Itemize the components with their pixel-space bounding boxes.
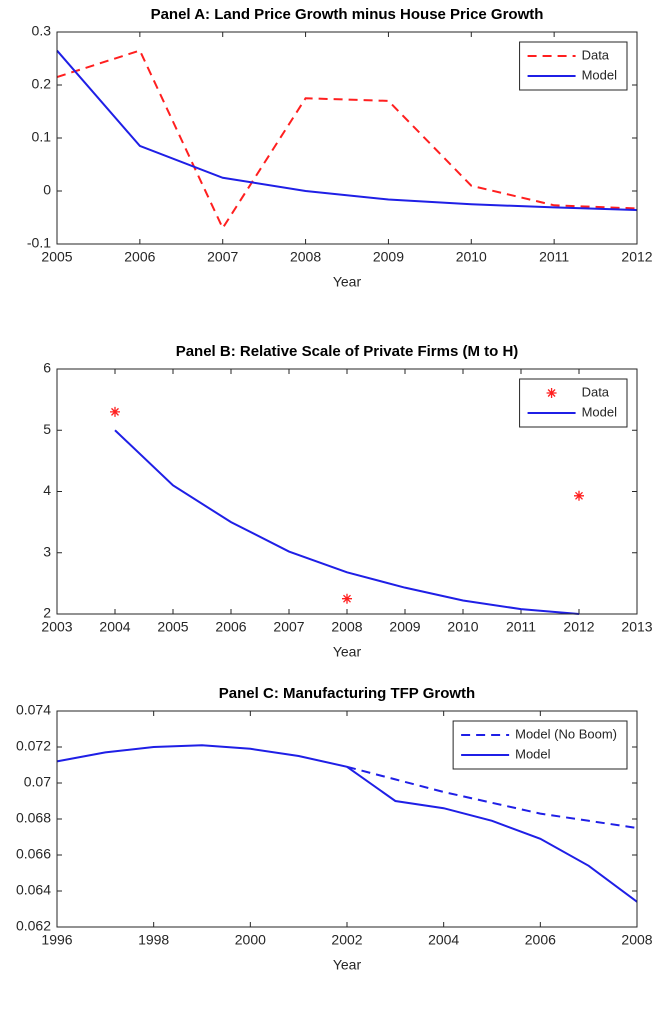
x-tick-label: 2011 (539, 249, 569, 265)
legend: Model (No Boom) Model (452, 720, 628, 770)
series-line (56, 744, 638, 903)
y-tick-label: 0 (43, 182, 51, 198)
y-tick-label: 0.1 (32, 129, 52, 145)
data-point (110, 406, 120, 417)
legend: Data Model (519, 41, 628, 91)
x-tick-label: 2005 (157, 619, 188, 635)
chart-title: Panel A: Land Price Growth minus House P… (151, 6, 544, 23)
x-tick-label: 2007 (207, 249, 238, 265)
y-tick-label: 0.2 (32, 76, 52, 92)
legend-label: Model (515, 746, 551, 761)
x-tick-label: 2004 (428, 932, 459, 948)
y-tick-label: 0.072 (16, 738, 51, 754)
legend-box (452, 720, 628, 770)
x-tick-label: 2004 (99, 619, 130, 635)
x-tick-label: 1996 (41, 932, 72, 948)
x-tick-label: 2009 (389, 619, 420, 635)
y-tick-label: -0.1 (27, 235, 51, 251)
x-tick-label: 2008 (331, 619, 362, 635)
y-tick-label: 0.07 (24, 774, 51, 790)
x-tick-label: 2006 (124, 249, 155, 265)
legend-label: Data (582, 384, 610, 399)
legend-box (519, 378, 628, 428)
axes-box (56, 710, 638, 928)
y-tick-label: 3 (43, 543, 51, 559)
legend-label: Data (582, 47, 610, 62)
x-tick-label: 2012 (563, 619, 594, 635)
y-tick-label: 0.3 (32, 23, 52, 39)
y-tick-label: 2 (43, 605, 51, 621)
x-tick-label: 2008 (621, 932, 652, 948)
x-tick-label: 2000 (235, 932, 266, 948)
series-line (114, 429, 580, 615)
x-tick-label: 2012 (621, 249, 652, 265)
legend-box (519, 41, 628, 91)
x-tick-label: 2011 (506, 619, 536, 635)
series-line (56, 49, 638, 231)
x-tick-label: 2002 (331, 932, 362, 948)
y-tick-label: 0.064 (16, 882, 51, 898)
legend-label: Model (582, 67, 618, 82)
x-tick-label: 2006 (215, 619, 246, 635)
y-tick-label: 5 (43, 421, 51, 437)
y-tick-label: 0.068 (16, 810, 51, 826)
x-axis-label: Year (333, 644, 362, 660)
y-tick-label: 0.074 (16, 702, 51, 718)
x-tick-label: 2006 (525, 932, 556, 948)
data-point (342, 593, 352, 604)
legend-label: Model (No Boom) (515, 726, 617, 741)
y-tick-label: 0.066 (16, 846, 51, 862)
y-tick-label: 4 (43, 482, 51, 498)
series-line (56, 49, 638, 212)
y-tick-label: 6 (43, 360, 51, 376)
chart-title: Panel C: Manufacturing TFP Growth (219, 685, 475, 702)
legend: Data Model (519, 378, 628, 428)
series-line (346, 765, 638, 829)
x-tick-label: 2010 (447, 619, 478, 635)
y-tick-label: 0.062 (16, 918, 51, 934)
chart-title: Panel B: Relative Scale of Private Firms… (176, 343, 519, 360)
x-tick-label: 2013 (621, 619, 652, 635)
axes-box (56, 31, 638, 245)
x-axis-label: Year (333, 957, 362, 973)
legend-label: Model (582, 404, 618, 419)
x-tick-label: 1998 (138, 932, 169, 948)
axes-box (56, 368, 638, 615)
x-tick-label: 2009 (373, 249, 404, 265)
x-tick-label: 2003 (41, 619, 72, 635)
data-point (574, 490, 584, 501)
data-point (546, 388, 557, 398)
x-tick-label: 2005 (41, 249, 72, 265)
x-tick-label: 2007 (273, 619, 304, 635)
x-tick-label: 2008 (290, 249, 321, 265)
x-axis-label: Year (333, 274, 362, 290)
x-tick-label: 2010 (456, 249, 487, 265)
